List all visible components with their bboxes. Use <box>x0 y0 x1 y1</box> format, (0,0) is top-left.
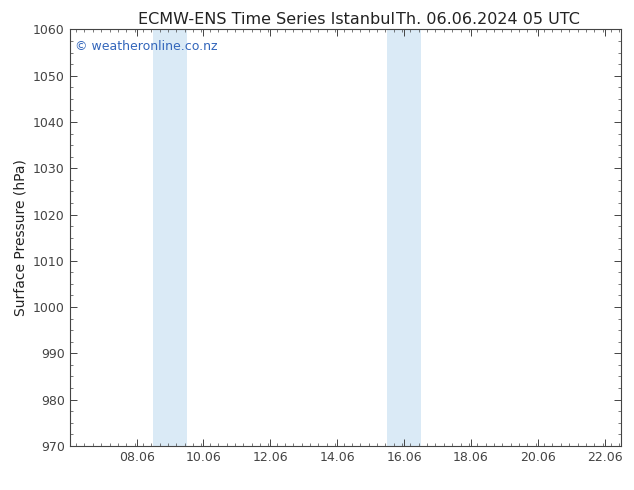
Text: ECMW-ENS Time Series Istanbul: ECMW-ENS Time Series Istanbul <box>138 12 395 27</box>
Text: Th. 06.06.2024 05 UTC: Th. 06.06.2024 05 UTC <box>396 12 580 27</box>
Y-axis label: Surface Pressure (hPa): Surface Pressure (hPa) <box>13 159 27 316</box>
Bar <box>153 29 187 446</box>
Bar <box>387 29 421 446</box>
Text: © weatheronline.co.nz: © weatheronline.co.nz <box>75 40 217 53</box>
